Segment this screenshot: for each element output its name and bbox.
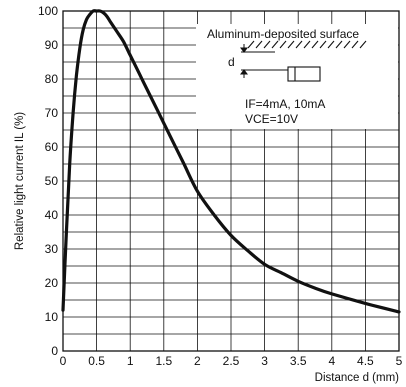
y-tick-label: 70 — [45, 106, 59, 120]
y-tick-label: 0 — [51, 344, 58, 358]
x-axis-title: Distance d (mm) — [315, 372, 400, 384]
x-tick-label: 1 — [127, 354, 134, 368]
x-tick-label: 4.5 — [357, 354, 374, 368]
x-tick-labels: 0 0.5 1 1.5 2 2.5 3 3.5 4 4.5 5 — [60, 354, 403, 368]
x-tick-label: 2.5 — [223, 354, 240, 368]
y-tick-label: 90 — [45, 38, 59, 52]
y-axis-title: Relative light current IL (%) — [14, 112, 26, 250]
surface-label: Aluminum-deposited surface — [207, 27, 359, 41]
y-tick-label: 40 — [45, 208, 59, 222]
x-tick-label: 1.5 — [155, 354, 172, 368]
distance-symbol: d — [228, 55, 235, 69]
y-tick-label: 20 — [45, 276, 59, 290]
surface-hatch-icon — [247, 40, 367, 49]
plot-frame — [62, 10, 400, 352]
distance-arrow-icon — [240, 44, 290, 78]
y-tick-label: 100 — [38, 4, 58, 18]
x-tick-label: 5 — [396, 354, 403, 368]
y-tick-label: 60 — [45, 140, 59, 154]
x-tick-label: 4 — [328, 354, 335, 368]
x-tick-label: 3 — [261, 354, 268, 368]
y-tick-labels: 0 10 20 30 40 50 60 70 80 90 100 — [38, 4, 58, 358]
y-tick-label: 80 — [45, 72, 59, 86]
condition-if: IF=4mA, 10mA — [245, 97, 325, 111]
x-tick-label: 0 — [60, 354, 67, 368]
sensor-component-icon — [287, 66, 321, 82]
y-tick-label: 50 — [45, 174, 59, 188]
legend-annotation: Aluminum-deposited surface — [196, 24, 398, 129]
x-tick-label: 0.5 — [88, 354, 105, 368]
condition-vce: VCE=10V — [245, 112, 298, 126]
y-tick-label: 30 — [45, 242, 59, 256]
data-line — [61, 9, 401, 314]
x-tick-label: 3.5 — [290, 354, 307, 368]
y-tick-label: 10 — [45, 310, 59, 324]
x-tick-label: 2 — [194, 354, 201, 368]
